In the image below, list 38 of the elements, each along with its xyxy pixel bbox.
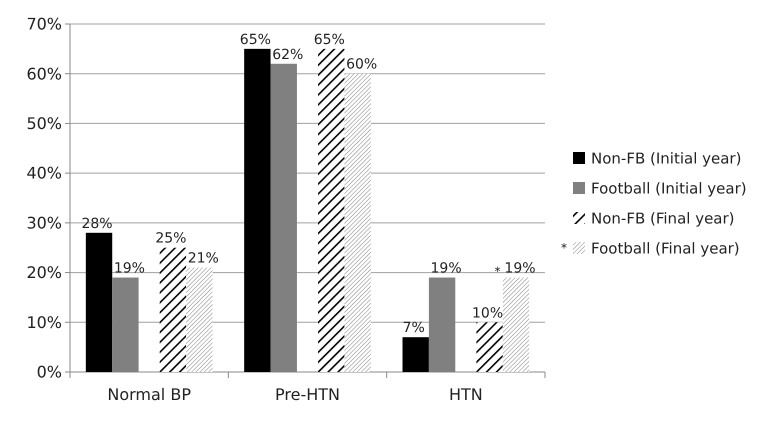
- y-tick-label: 70%: [26, 14, 62, 34]
- legend-label: Football (Final year): [591, 239, 740, 258]
- text: *: [561, 241, 567, 255]
- bar: [160, 248, 186, 372]
- y-tick-label: 0%: [36, 362, 62, 382]
- data-label: 65%: [240, 32, 271, 48]
- x-tick-label: HTN: [448, 385, 483, 404]
- y-tick-label: 40%: [26, 164, 62, 183]
- data-label: 62%: [272, 46, 304, 63]
- bar: [344, 74, 371, 372]
- y-tick-label: 30%: [26, 213, 62, 232]
- data-label: 28%: [81, 216, 113, 232]
- y-tick-label: 10%: [26, 312, 62, 332]
- data-label: 7%: [402, 320, 425, 336]
- data-label: 10%: [472, 305, 504, 322]
- bar: [244, 48, 271, 372]
- data-label: 19%: [430, 260, 462, 277]
- bar: [476, 322, 503, 372]
- legend-label: Football (Initial year): [591, 179, 747, 198]
- x-tick-label: Pre-HTN: [275, 385, 340, 404]
- data-label: 65%: [314, 32, 345, 48]
- bar: [318, 48, 344, 372]
- data-label: 19%: [114, 260, 145, 277]
- bar: [502, 278, 530, 372]
- x-tick-label: Normal BP: [107, 385, 192, 404]
- y-tick-label: 50%: [26, 114, 62, 134]
- data-label: 21%: [188, 250, 219, 267]
- y-tick-label: 20%: [26, 263, 62, 282]
- data-label: 60%: [346, 56, 378, 73]
- data-label: 25%: [155, 230, 186, 247]
- annotation: *: [494, 264, 500, 279]
- bar: [86, 232, 112, 372]
- bar: [186, 268, 212, 372]
- bar: [402, 337, 429, 372]
- legend-label: Non-FB (Initial year): [591, 149, 742, 168]
- legend-label: Non-FB (Final year): [591, 209, 735, 228]
- y-tick-label: 60%: [26, 64, 62, 84]
- data-label: 19%: [504, 260, 536, 277]
